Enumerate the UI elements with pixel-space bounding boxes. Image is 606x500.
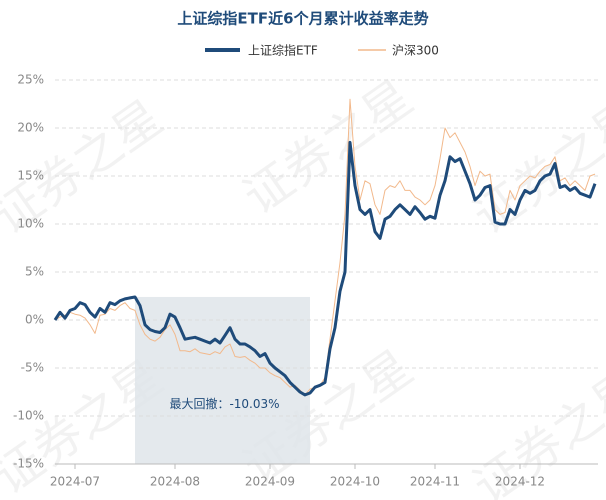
y-tick-label: 5%	[25, 265, 44, 279]
y-tick-label: 10%	[17, 217, 44, 231]
watermark: 证券之星	[234, 70, 423, 226]
y-tick-label: 20%	[17, 121, 44, 135]
drawdown-label: 最大回撤：-10.03%	[169, 396, 279, 411]
y-tick-label: 15%	[17, 169, 44, 183]
y-tick-label: -5%	[21, 361, 44, 375]
series-line	[53, 140, 597, 397]
x-tick-label: 2024-09	[245, 475, 295, 489]
x-tick-label: 2024-08	[150, 475, 200, 489]
x-tick-label: 2024-11	[410, 475, 460, 489]
x-tick-label: 2024-12	[495, 475, 545, 489]
legend-label: 上证综指ETF	[248, 43, 318, 58]
x-tick-label: 2024-10	[330, 475, 380, 489]
chart-title: 上证综指ETF近6个月累计收益率走势	[177, 10, 428, 28]
drawdown-region	[135, 296, 310, 464]
watermark: 证券之星	[464, 90, 606, 246]
y-tick-label: -15%	[13, 457, 44, 471]
y-tick-label: 0%	[25, 313, 44, 327]
x-tick-label: 2024-07	[50, 475, 100, 489]
y-tick-label: 25%	[17, 73, 44, 87]
y-tick-label: -10%	[13, 409, 44, 423]
legend-label: 沪深300	[392, 44, 439, 58]
